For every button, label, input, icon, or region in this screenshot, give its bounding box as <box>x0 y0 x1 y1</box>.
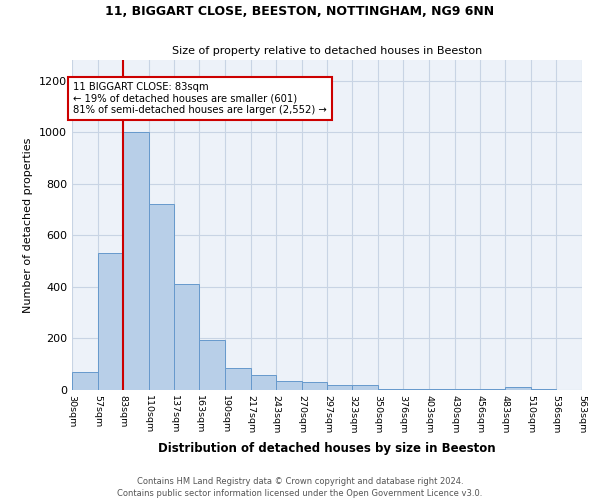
Bar <box>72 372 98 390</box>
Bar <box>302 382 328 390</box>
X-axis label: Distribution of detached houses by size in Beeston: Distribution of detached houses by size … <box>158 442 496 454</box>
Bar <box>429 388 455 390</box>
Y-axis label: Number of detached properties: Number of detached properties <box>23 138 34 312</box>
Bar <box>251 374 276 390</box>
Title: Size of property relative to detached houses in Beeston: Size of property relative to detached ho… <box>172 46 482 56</box>
Bar <box>175 284 199 390</box>
Bar <box>98 254 123 390</box>
Text: Contains HM Land Registry data © Crown copyright and database right 2024.
Contai: Contains HM Land Registry data © Crown c… <box>118 476 482 498</box>
Bar <box>123 132 149 390</box>
Bar <box>479 388 505 390</box>
Bar <box>276 381 302 390</box>
Bar <box>149 204 175 390</box>
Bar <box>328 385 352 390</box>
Text: 11, BIGGART CLOSE, BEESTON, NOTTINGHAM, NG9 6NN: 11, BIGGART CLOSE, BEESTON, NOTTINGHAM, … <box>106 5 494 18</box>
Bar <box>378 388 403 390</box>
Bar <box>455 388 479 390</box>
Bar <box>225 368 251 390</box>
Bar <box>352 386 378 390</box>
Bar <box>403 388 429 390</box>
Bar <box>505 388 531 390</box>
Bar <box>199 340 225 390</box>
Text: 11 BIGGART CLOSE: 83sqm
← 19% of detached houses are smaller (601)
81% of semi-d: 11 BIGGART CLOSE: 83sqm ← 19% of detache… <box>73 82 327 115</box>
